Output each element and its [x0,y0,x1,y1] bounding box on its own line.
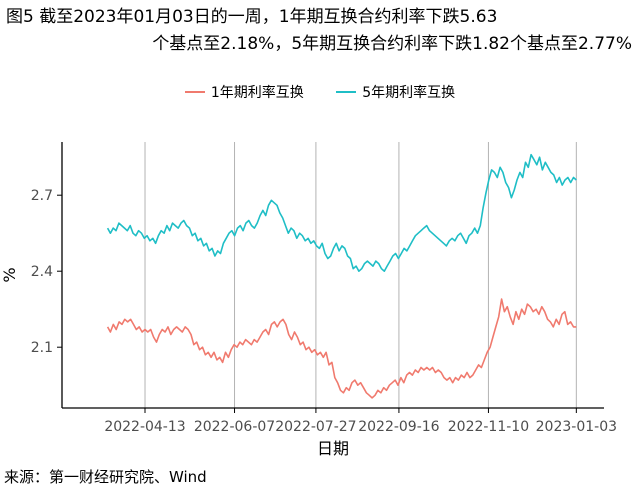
legend-label-5y: 5年期利率互换 [362,85,456,101]
chart-title: 图5 截至2023年01月03日的一周，1年期互换合约利率下跌5.63 个基点至… [6,4,634,58]
legend-swatch-5y [336,91,357,93]
legend-item-1y: 1年期利率互换 [184,82,304,102]
x-axis-label: 日期 [317,439,349,458]
y-tick-label-1: 2.4 [31,264,53,280]
x-tick-label-3: 2022-09-16 [358,419,439,435]
chart-title-line2: 个基点至2.18%，5年期互换合约利率下跌1.82个基点至2.77% [152,34,632,54]
series-line-1y [106,298,577,399]
y-tick-label-2: 2.7 [31,188,53,204]
legend-label-1y: 1年期利率互换 [210,85,304,101]
chart-title-line1: 图5 截至2023年01月03日的一周，1年期互换合约利率下跌5.63 [6,7,498,27]
x-tick-label-4: 2022-11-10 [448,419,529,435]
y-tick-label-0: 2.1 [31,340,53,356]
x-tick-label-5: 2023-01-03 [536,419,617,435]
y-axis-label: % [0,267,19,282]
chart-legend: 1年期利率互换 5年期利率互换 [0,82,640,102]
legend-swatch-1y [184,91,205,93]
x-tick-label-2: 2022-07-27 [275,419,356,435]
series-line-5y [106,153,577,272]
legend-item-5y: 5年期利率互换 [336,82,455,102]
source-note: 来源：第一财经研究院、Wind [4,468,207,486]
x-tick-label-1: 2022-06-07 [194,419,275,435]
x-tick-label-0: 2022-04-13 [104,419,185,435]
